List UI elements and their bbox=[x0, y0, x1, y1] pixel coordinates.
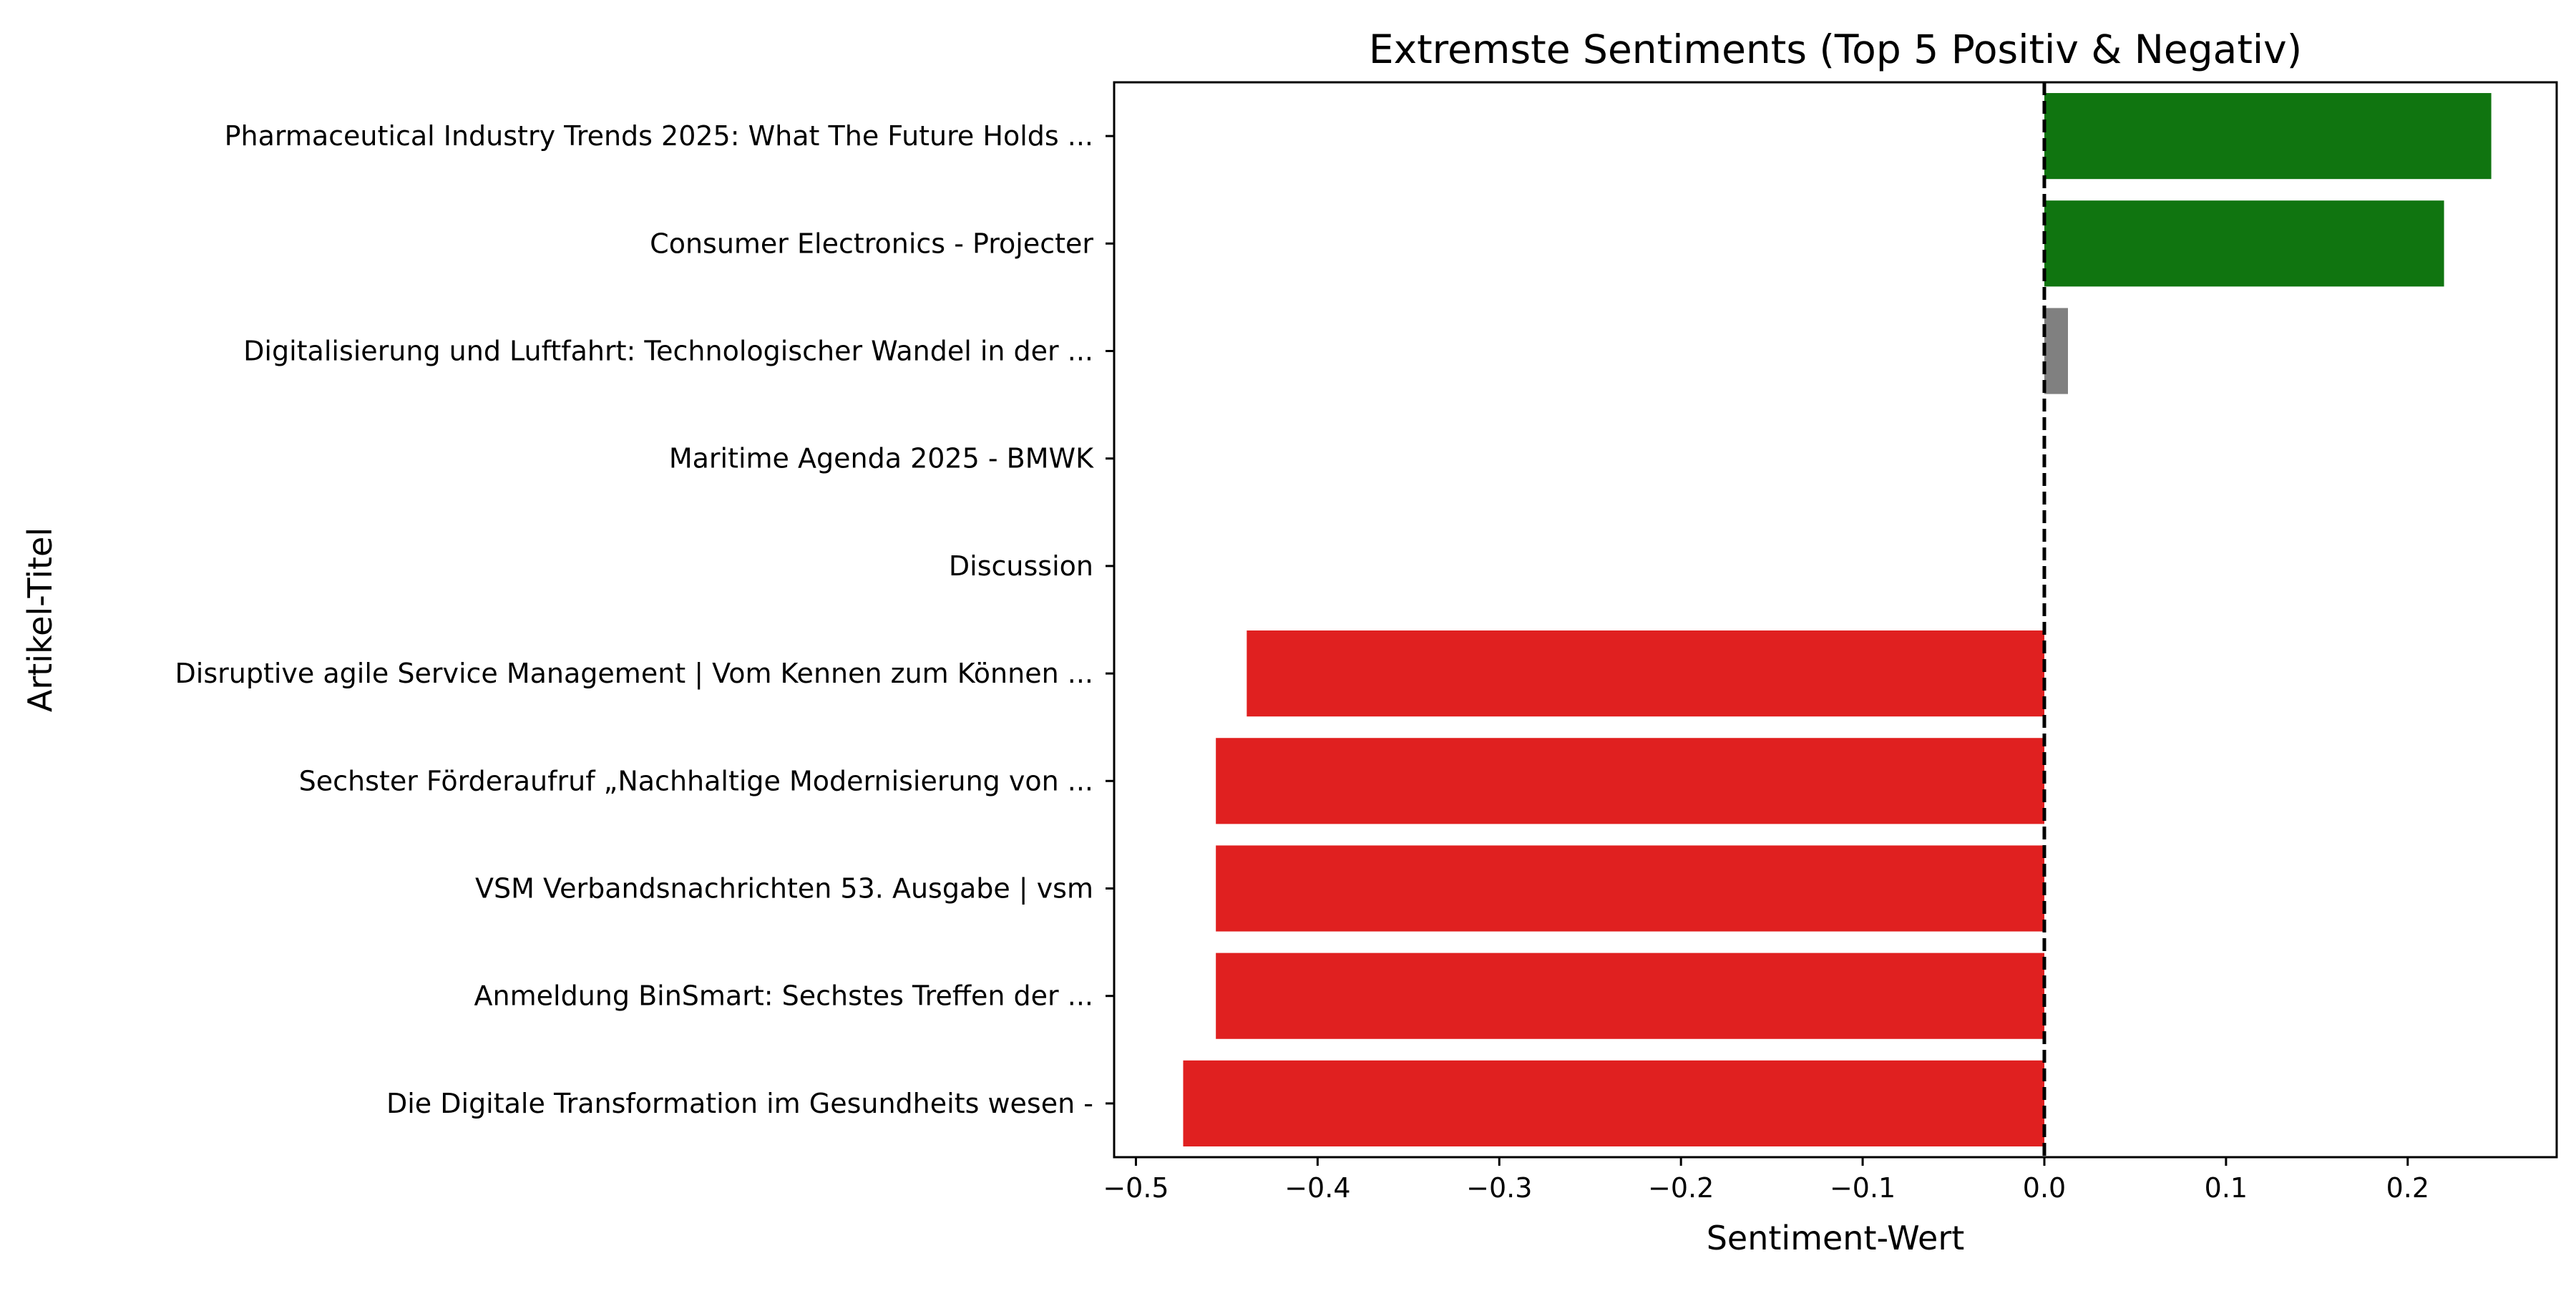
bar-1 bbox=[2044, 93, 2492, 180]
bar-6 bbox=[1246, 630, 2044, 717]
x-tick-label: −0.5 bbox=[1103, 1172, 1169, 1204]
y-tick-label: Sechster Förderaufruf „Nachhaltige Moder… bbox=[299, 765, 1093, 796]
y-tick-label: Pharmaceutical Industry Trends 2025: Wha… bbox=[225, 120, 1093, 152]
bars-layer bbox=[1183, 93, 2492, 1146]
bar-10 bbox=[1183, 1060, 2044, 1146]
x-tick-label: −0.4 bbox=[1284, 1172, 1350, 1204]
y-axis-label: Artikel-Titel bbox=[21, 527, 59, 712]
y-tick-label: Anmeldung BinSmart: Sechstes Treffen der… bbox=[474, 980, 1093, 1012]
x-tick-label: −0.1 bbox=[1830, 1172, 1896, 1204]
plot-frame bbox=[1113, 81, 2558, 1159]
bar-8 bbox=[1216, 845, 2044, 932]
y-axis-ticks: Pharmaceutical Industry Trends 2025: Wha… bbox=[175, 120, 1114, 1119]
x-tick-label: −0.2 bbox=[1648, 1172, 1714, 1204]
x-tick-label: −0.3 bbox=[1466, 1172, 1532, 1204]
y-tick-label: Die Digitale Transformation im Gesundhei… bbox=[386, 1088, 1093, 1119]
x-tick-label: 0.1 bbox=[2205, 1172, 2248, 1204]
bar-2 bbox=[2044, 200, 2444, 287]
y-tick-label: Maritime Agenda 2025 - BMWK bbox=[669, 443, 1094, 474]
chart-title: Extremste Sentiments (Top 5 Positiv & Ne… bbox=[1369, 26, 2302, 72]
y-tick-label: Disruptive agile Service Management | Vo… bbox=[175, 658, 1093, 690]
x-axis-label: Sentiment-Wert bbox=[1707, 1219, 1965, 1257]
x-tick-label: 0.2 bbox=[2386, 1172, 2429, 1204]
x-tick-label: 0.0 bbox=[2023, 1172, 2066, 1204]
y-tick-label: Digitalisierung und Luftfahrt: Technolog… bbox=[243, 336, 1093, 367]
y-tick-label: Consumer Electronics - Projecter bbox=[650, 228, 1093, 259]
y-tick-label: Discussion bbox=[949, 550, 1093, 582]
bar-9 bbox=[1216, 953, 2044, 1039]
bar-3 bbox=[2044, 308, 2068, 394]
x-axis-ticks: −0.5 −0.4 −0.3 −0.2 −0.1 0.0 0.1 0.2 bbox=[1103, 1157, 2429, 1204]
bar-7 bbox=[1216, 738, 2044, 824]
y-tick-label: VSM Verbandsnachrichten 53. Ausgabe | vs… bbox=[475, 873, 1093, 905]
